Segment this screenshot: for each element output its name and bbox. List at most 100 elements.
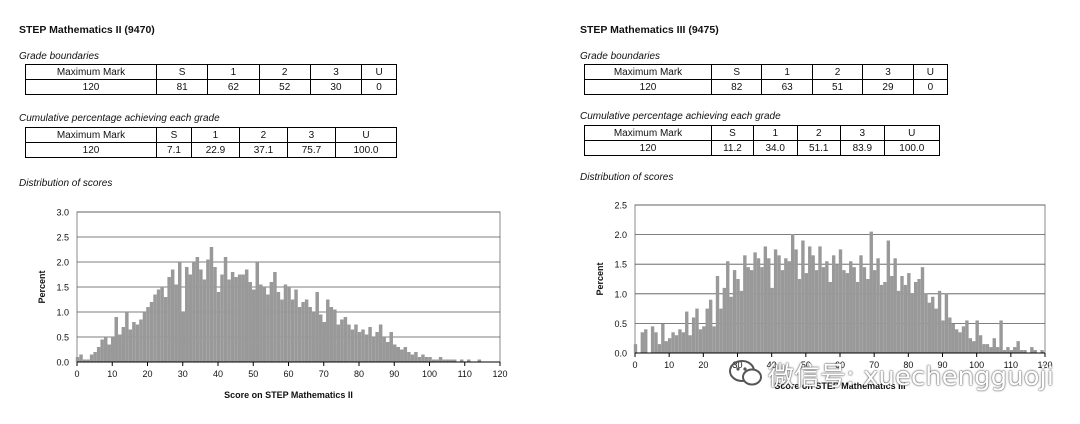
histogram-bar [192,262,196,362]
table-cell: 22.9 [190,142,240,158]
table-row: 120 7.1 22.9 37.1 75.7 100.0 [25,142,398,158]
histogram-bar [177,262,182,362]
histogram-bar [297,307,302,362]
histogram-bar [114,317,119,362]
histogram-bar [954,329,959,353]
histogram-bar [910,293,914,353]
histogram-bar [763,246,768,353]
histogram-bar [982,344,986,353]
table-cell: S [156,127,192,143]
histogram-bar [797,279,802,353]
table-cell: 100.0 [334,142,398,158]
histogram-bar [340,319,344,362]
watermark: 微信号: xuechengguoji [728,350,1058,398]
histogram-bar [400,349,404,362]
table-cell: 37.1 [238,142,288,158]
histogram-bar [978,335,983,353]
histogram-bar [100,339,104,362]
histogram-bar [93,352,97,362]
histogram-bar [859,255,863,353]
histogram-bar [821,267,826,353]
histogram-bar [396,347,401,362]
y-tick-label: 3.0 [56,208,69,218]
histogram-bar [294,289,298,362]
histogram-bar [269,282,274,362]
y-tick-label: 1.5 [56,283,69,293]
table-cell: 100.0 [883,140,941,156]
histogram-bar [968,338,973,353]
histogram-bar [336,324,341,362]
histogram-bar [216,292,221,362]
wechat-icon [729,360,762,386]
x-tick-label: 110 [1004,360,1018,370]
table-cell: 1 [761,64,813,80]
histogram-bar [920,267,925,353]
x-tick-label: 10 [664,360,674,370]
histogram-bar [227,279,231,362]
x-axis-title: Score on STEP Mathematics III [774,381,905,391]
histogram-bar [674,335,679,353]
histogram-bar [965,320,969,353]
cumulative-label: Cumulative percentage achieving each gra… [19,113,220,124]
x-tick-label: 20 [698,360,708,370]
histogram-bar [407,352,411,362]
histogram-bar [343,317,348,362]
histogram-bar [206,259,210,362]
table-cell: 120 [25,142,157,158]
x-tick-label: 70 [869,360,879,370]
histogram-bar [743,255,747,353]
table-cell: U [883,125,941,141]
x-tick-label: 40 [213,369,223,379]
histogram-bar [736,279,740,353]
table-cell: 52 [258,79,311,95]
histogram-bar [347,324,351,362]
y-tick-label: 2.5 [614,201,627,211]
histogram-bar [266,294,270,362]
histogram-bar [389,332,393,362]
table-cell: 1 [752,125,798,141]
histogram-bar [879,284,884,353]
histogram-bar [808,246,812,353]
histogram-bar [985,344,990,353]
table-cell: 75.7 [286,142,336,158]
histogram-bar [804,273,809,353]
histogram-bar [308,307,312,362]
histogram-bar [756,258,761,353]
histogram-bar [1023,350,1027,353]
histogram-bar [153,294,157,362]
histogram-bar [329,307,334,362]
histogram-bar [199,269,203,362]
table-cell: 2 [258,64,311,80]
x-tick-label: 120 [1037,360,1052,370]
histogram-bar [907,273,911,353]
histogram-bar [661,323,665,353]
table-cell: Maximum Mark [584,64,712,80]
table-cell: U [334,127,398,143]
histogram-bar [801,240,805,353]
histogram-chart: 0.0 0.5 1.0 1.5 2.0 2.5 3.0 0 10 20 30 40 50 60 70 80 90… [37,208,508,401]
y-tick-label: 0.5 [614,319,627,329]
histogram-bar [262,287,267,362]
histogram-bar [333,309,337,362]
histogram-bar [241,274,245,362]
histogram-bar [640,332,645,353]
histogram-bar [318,314,323,362]
distribution-label: Distribution of scores [580,172,674,183]
histogram-bar [202,279,207,362]
histogram-bar [705,308,709,353]
y-axis-title: Percent [37,270,47,303]
histogram-bar [96,347,101,362]
histogram-bar [185,267,189,362]
histogram-bar [393,344,397,362]
histogram-bar [431,359,436,362]
x-tick-label: 90 [937,360,947,370]
histogram-bar [301,302,305,362]
grade-boundaries-table: Maximum Mark S 1 2 3 U 120 81 62 52 30 0 [25,64,397,95]
histogram-bar [845,273,850,353]
cumulative-table: Maximum Mark S 1 2 3 U 120 11.2 34.0 51.… [584,125,941,156]
histogram-bar [794,249,798,353]
histogram-bar [160,287,164,362]
histogram-bar [1013,347,1017,353]
histogram-bar [708,299,713,353]
histogram-bar [732,270,737,353]
